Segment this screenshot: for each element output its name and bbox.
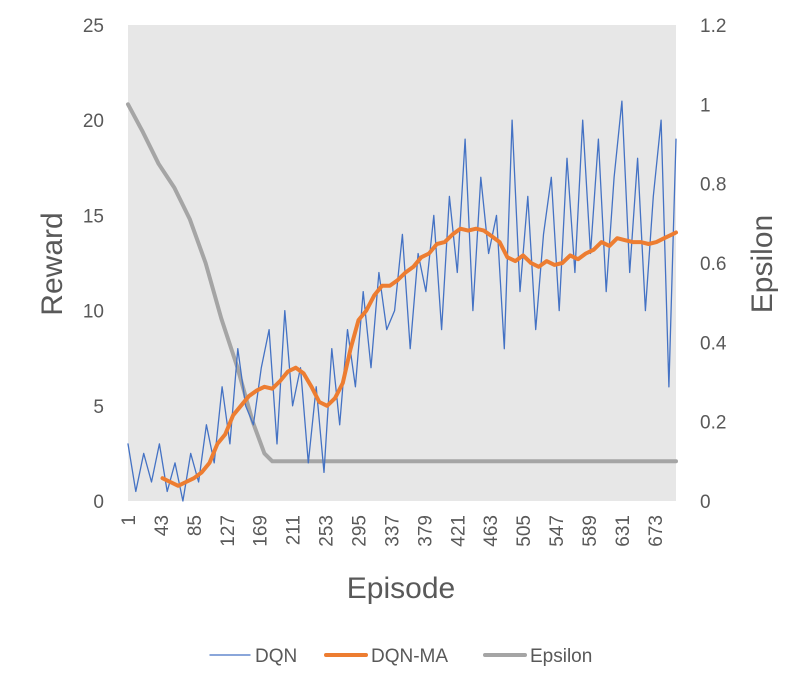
y2-tick-label: 0.8	[700, 175, 726, 196]
x-tick-label: 463	[481, 515, 502, 547]
x-tick-label: 505	[514, 515, 535, 547]
x-tick-label: 379	[415, 515, 436, 547]
y2-tick-label: 1.2	[700, 16, 726, 37]
series-layer	[126, 100, 678, 502]
x-tick-label: 673	[646, 515, 667, 547]
legend: DQN DQN-MA Epsilon	[209, 646, 592, 667]
y2-tick-label: 0.4	[700, 333, 727, 354]
y2-axis-ticks: 0 0.2 0.4 0.6 0.8 1 1.2	[700, 16, 727, 513]
y-tick-label: 20	[83, 111, 104, 132]
x-tick-label: 295	[349, 515, 370, 547]
series-line-dqn	[127, 100, 677, 502]
x-tick-label: 421	[448, 515, 469, 547]
x-tick-label: 169	[251, 515, 272, 547]
x-tick-label: 547	[547, 515, 568, 547]
x-tick-label: 253	[317, 515, 338, 547]
y-tick-label: 5	[93, 397, 104, 418]
x-axis-title: Episode	[347, 572, 455, 605]
legend-label: DQN	[255, 646, 297, 667]
y-tick-label: 10	[83, 302, 104, 323]
x-tick-label: 85	[185, 515, 206, 536]
x-axis-ticks: 1 43 85 127 169 211 253 295 337 379 421 463 505 547 58…	[119, 515, 667, 547]
x-tick-label: 211	[284, 515, 305, 545]
x-tick-label: 43	[152, 515, 173, 536]
legend-label: Epsilon	[530, 646, 592, 667]
y2-tick-label: 1	[700, 95, 711, 116]
y-tick-label: 0	[93, 492, 104, 513]
y2-tick-label: 0.2	[700, 413, 726, 434]
x-tick-label: 631	[613, 515, 634, 547]
x-tick-label: 127	[218, 515, 239, 547]
series-line-dqn-ma	[160, 226, 678, 488]
y2-tick-label: 0	[700, 492, 711, 513]
y-tick-label: 25	[83, 16, 104, 37]
y-axis-ticks: 0 5 10 15 20 25	[83, 16, 104, 513]
y-tick-label: 15	[83, 206, 104, 227]
y2-axis-title: Epsilon	[746, 215, 779, 313]
x-tick-label: 337	[382, 515, 403, 547]
x-tick-label: 1	[119, 515, 140, 526]
plot-area	[128, 25, 676, 501]
y-axis-title: Reward	[36, 212, 69, 315]
y2-tick-label: 0.6	[700, 254, 726, 275]
legend-label: DQN-MA	[371, 646, 448, 667]
x-tick-label: 589	[580, 515, 601, 547]
